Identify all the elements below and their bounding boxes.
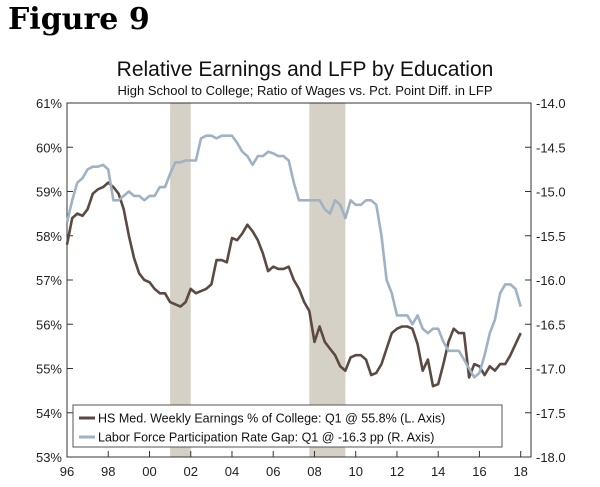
figure-label: Figure 9: [8, 2, 150, 37]
right-tick-label: -16.0: [536, 273, 566, 288]
left-tick-label: 55%: [36, 362, 62, 377]
axis-ticks: 61% 60% 59% 58% 57% 56% 55% 54% 53% -14.0 -14.5 -15…: [36, 96, 566, 479]
right-tick-label: -15.5: [536, 229, 566, 244]
x-tick-label: 98: [101, 464, 115, 479]
x-tick-label: 02: [183, 464, 197, 479]
x-tick-label: 14: [431, 464, 445, 479]
x-tick-label: 96: [60, 464, 74, 479]
left-tick-label: 54%: [36, 406, 62, 421]
series-lines: [65, 134, 522, 388]
x-tick-label: 12: [390, 464, 404, 479]
series-line-earnings: [65, 181, 522, 388]
left-tick-label: 60%: [36, 140, 62, 155]
left-tick-label: 61%: [36, 96, 62, 111]
legend: HS Med. Weekly Earnings % of College: Q1…: [72, 404, 503, 448]
x-tick-label: 04: [225, 464, 239, 479]
x-tick-label: 08: [307, 464, 321, 479]
left-tick-label: 57%: [36, 273, 62, 288]
right-tick-label: -14.0: [536, 96, 566, 111]
x-tick-label: 16: [472, 464, 486, 479]
series-line-lfp: [65, 134, 522, 379]
right-tick-label: -17.5: [536, 406, 566, 421]
legend-label-lfp: Labor Force Participation Rate Gap: Q1 @…: [98, 431, 434, 445]
right-tick-label: -17.0: [536, 362, 566, 377]
plot-frame: [66, 102, 532, 458]
recession-band-1: [309, 103, 346, 457]
legend-label-earnings: HS Med. Weekly Earnings % of College: Q1…: [98, 412, 445, 426]
right-tick-label: -16.5: [536, 317, 566, 332]
left-tick-label: 53%: [36, 450, 62, 465]
right-tick-label: -14.5: [536, 140, 566, 155]
left-tick-label: 56%: [36, 317, 62, 332]
right-tick-label: -18.0: [536, 450, 566, 465]
x-tick-label: 06: [266, 464, 280, 479]
left-tick-label: 58%: [36, 229, 62, 244]
legend-box: [72, 404, 503, 448]
right-tick-label: -15.0: [536, 185, 566, 200]
recession-bands: [170, 103, 346, 457]
chart-title: Relative Earnings and LFP by Education: [117, 58, 494, 81]
x-tick-label: 00: [142, 464, 156, 479]
x-tick-label: 10: [348, 464, 362, 479]
x-tick-label: 18: [513, 464, 527, 479]
recession-band-0: [170, 103, 191, 457]
left-tick-label: 59%: [36, 185, 62, 200]
chart-subtitle: High School to College; Ratio of Wages v…: [117, 83, 492, 98]
